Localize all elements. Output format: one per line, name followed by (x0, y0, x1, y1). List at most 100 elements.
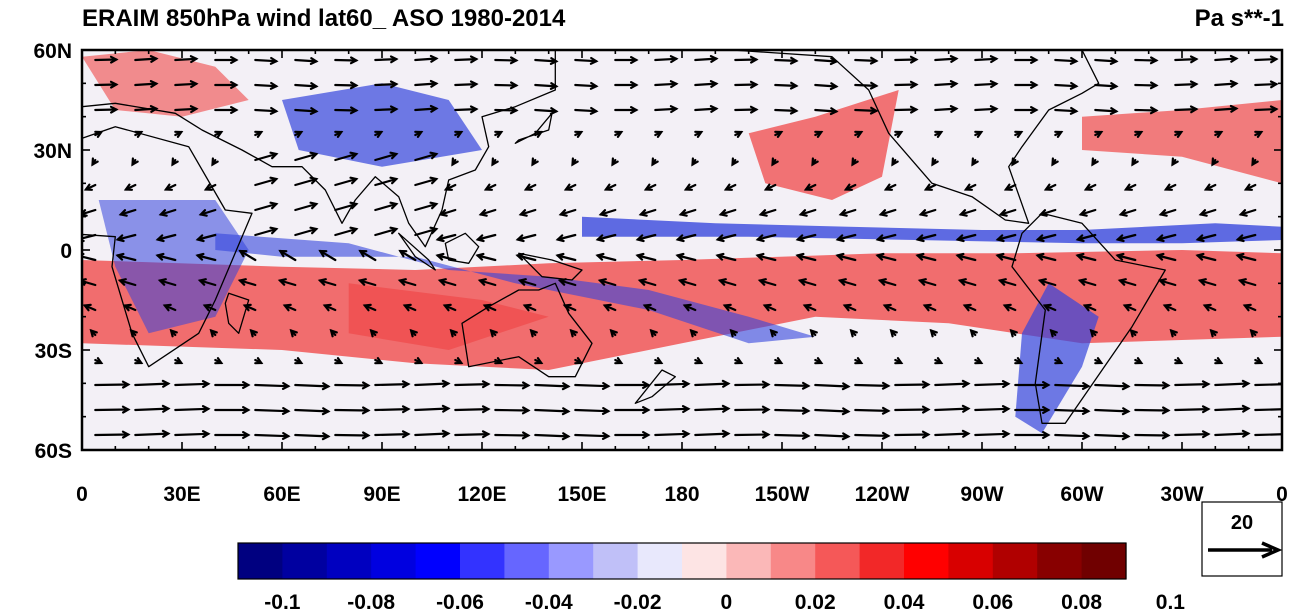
wind-vector-340 (489, 328, 498, 338)
wind-vector-313 (602, 303, 617, 312)
wind-vector-94 (254, 130, 264, 138)
wind-vector-20 (894, 55, 919, 64)
wind-vector-62 (174, 105, 199, 114)
wind-vector-164 (643, 183, 657, 191)
wind-vector-123 (211, 157, 219, 167)
wind-vector-387 (1174, 357, 1184, 365)
wind-vector-473 (1014, 431, 1051, 439)
colorbar-frame (237, 542, 1127, 580)
wind-vector-118 (1214, 130, 1224, 138)
wind-vector-331 (129, 328, 138, 338)
lon-label-10: 60W (1060, 483, 1103, 506)
wind-vector-223 (595, 233, 617, 243)
wind-vector-65 (294, 107, 319, 115)
wind-vector-312 (562, 303, 577, 312)
lon-label-12: 0 (1276, 483, 1288, 506)
wind-vector-352 (969, 328, 978, 338)
wind-vector-357 (1169, 328, 1178, 338)
wind-vector-45 (694, 80, 719, 88)
wind-vector-427 (374, 405, 411, 414)
wind-vector-106 (734, 130, 744, 138)
wind-vector-173 (1003, 183, 1017, 191)
wind-vector-2 (174, 55, 199, 64)
colorbar-label-5: 0 (721, 591, 733, 611)
wind-vector-385 (1094, 357, 1104, 365)
colorbar-swatch-6 (504, 543, 550, 579)
colorbar-swatch-12 (770, 543, 816, 579)
wind-vector-148 (1211, 157, 1219, 167)
wind-vector-267 (1155, 252, 1177, 262)
wind-vector-272 (157, 278, 177, 287)
wind-vector-30 (94, 80, 119, 89)
wind-vector-99 (454, 130, 464, 138)
wind-vector-437 (774, 406, 811, 415)
wind-vector-329 (1242, 303, 1257, 312)
wind-vector-308 (402, 303, 417, 312)
wind-vector-213 (195, 233, 217, 243)
wind-vector-412 (974, 380, 1011, 388)
wind-vector-172 (963, 183, 977, 191)
wind-vector-386 (1134, 357, 1144, 365)
colorbar-swatch-13 (815, 543, 861, 579)
axis-ticks (81, 49, 1283, 451)
wind-vector-234 (1035, 233, 1057, 243)
wind-vector-447 (1174, 405, 1211, 414)
wind-vector-262 (955, 252, 977, 262)
wind-vector-316 (722, 303, 737, 312)
wind-vector-124 (254, 151, 279, 162)
wind-vector-368 (414, 357, 424, 365)
wind-vector-290 (877, 278, 897, 287)
field-pattern-5 (82, 50, 249, 117)
wind-vector-86 (1134, 106, 1159, 115)
wind-vector-443 (1014, 406, 1051, 414)
wind-vector-239 (1235, 233, 1257, 243)
wind-vector-320 (882, 303, 897, 312)
wind-vector-100 (494, 130, 504, 138)
wind-vector-335 (289, 328, 298, 338)
wind-vector-28 (1214, 54, 1239, 63)
wind-vector-356 (1129, 328, 1138, 338)
wind-vector-366 (334, 357, 344, 365)
wind-vector-463 (614, 431, 651, 439)
wind-vector-176 (1123, 183, 1137, 191)
wind-vector-222 (555, 233, 577, 243)
wind-vector-448 (1214, 404, 1251, 413)
wind-vector-450 (94, 430, 131, 439)
wind-vector-84 (1054, 106, 1079, 115)
wind-vector-104 (654, 130, 664, 138)
wind-vector-24 (1054, 56, 1079, 65)
wind-vector-471 (934, 429, 971, 438)
wind-vector-85 (1094, 107, 1119, 115)
colorbar-label-10: 0.1 (1156, 591, 1186, 611)
wind-vector-374 (654, 357, 664, 365)
wind-vector-317 (762, 303, 777, 312)
wind-vector-359 (1249, 328, 1258, 338)
wind-vector-354 (1049, 328, 1058, 338)
wind-vector-235 (1075, 233, 1097, 243)
colorbar-swatch-16 (948, 543, 994, 579)
field-pattern-3 (748, 90, 899, 200)
wind-vector-393 (214, 381, 251, 389)
wind-vector-433 (614, 406, 651, 414)
wind-vector-230 (875, 233, 897, 243)
wind-vector-468 (814, 432, 851, 441)
wind-vector-334 (249, 328, 258, 338)
wind-vector-293 (997, 278, 1017, 287)
wind-vector-237 (1155, 233, 1177, 243)
wind-vector-15 (694, 55, 719, 63)
wind-vector-459 (454, 430, 491, 439)
wind-vector-286 (717, 278, 737, 287)
wind-vector-70 (494, 106, 519, 115)
lat-label-4: 60S (35, 440, 72, 463)
wind-vector-23 (1014, 56, 1039, 64)
wind-vector-36 (334, 81, 359, 90)
wind-vector-296 (1117, 278, 1137, 287)
wind-vector-232 (955, 233, 977, 243)
coastlines (82, 50, 1166, 450)
wind-vector-48 (814, 82, 839, 91)
reference-vector-box: 20 (1201, 501, 1283, 577)
wind-vector-149 (1251, 157, 1259, 167)
wind-vector-278 (397, 278, 417, 287)
wind-vector-181 (118, 208, 137, 217)
wind-vector-389 (1254, 357, 1264, 365)
